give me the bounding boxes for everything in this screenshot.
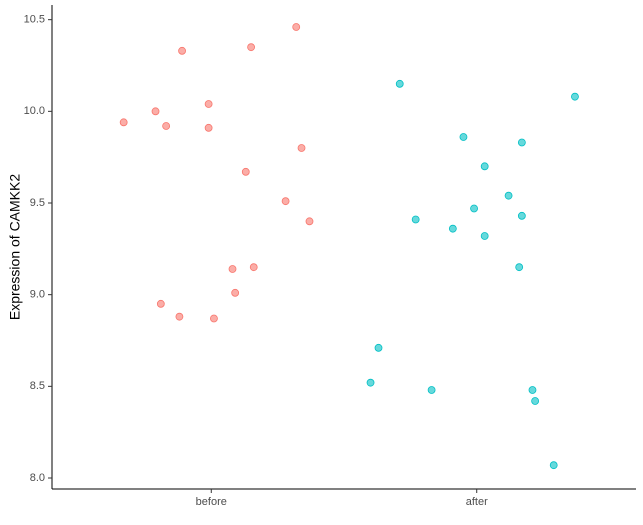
point	[249, 263, 258, 272]
point	[459, 133, 468, 141]
y-axis-label: Expression of CAMKK2	[7, 174, 23, 320]
point	[241, 167, 250, 176]
point	[504, 191, 513, 200]
y-tick-label: 9.0	[30, 289, 45, 301]
point	[480, 162, 489, 171]
point	[305, 217, 314, 226]
point	[366, 378, 375, 387]
point	[297, 144, 306, 152]
point	[204, 123, 213, 132]
y-tick-label: 10.0	[24, 105, 45, 117]
point	[427, 386, 436, 394]
point	[178, 46, 186, 55]
point	[119, 118, 128, 127]
point	[151, 107, 160, 116]
point	[204, 100, 213, 108]
point	[448, 224, 457, 233]
point	[175, 312, 184, 321]
point	[156, 299, 165, 308]
point	[395, 79, 404, 88]
point	[281, 197, 290, 206]
point	[470, 204, 478, 213]
y-tick-label: 8.0	[30, 472, 45, 484]
point	[411, 215, 420, 224]
point	[210, 314, 218, 323]
y-tick-label: 9.5	[30, 197, 45, 209]
point	[528, 386, 537, 394]
point	[517, 211, 526, 220]
point	[374, 343, 383, 352]
point	[531, 397, 540, 405]
point	[549, 461, 558, 470]
x-tick-label: after	[466, 496, 488, 508]
point	[571, 92, 579, 101]
point	[515, 263, 524, 272]
x-tick-label: before	[196, 496, 227, 508]
point	[231, 288, 240, 297]
point	[162, 122, 171, 130]
point	[247, 43, 255, 52]
point	[517, 138, 526, 147]
point	[480, 232, 489, 240]
y-tick-label: 8.5	[30, 380, 45, 392]
point	[228, 265, 237, 273]
y-tick-label: 10.5	[24, 14, 45, 26]
point	[292, 23, 301, 31]
